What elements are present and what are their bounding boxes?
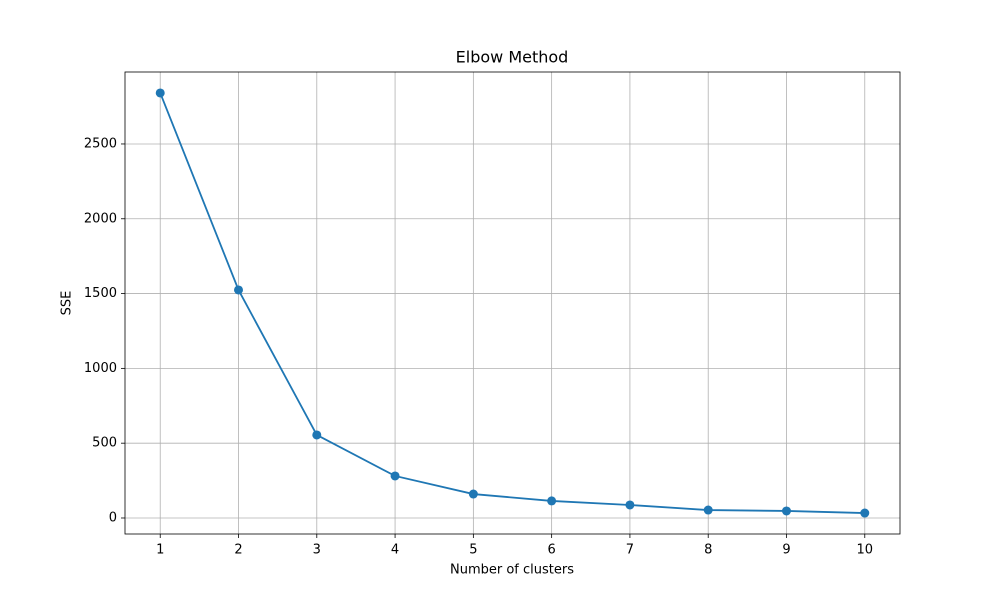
y-tick-label: 0 bbox=[109, 510, 117, 525]
y-tick-label: 500 bbox=[92, 436, 117, 451]
marker bbox=[155, 88, 165, 98]
y-tick-label: 2500 bbox=[84, 136, 117, 151]
y-axis-label: SSE bbox=[60, 291, 75, 316]
chart-title: Elbow Method bbox=[456, 48, 569, 67]
x-axis-label: Number of clusters bbox=[450, 563, 574, 578]
marker bbox=[234, 285, 244, 295]
marker bbox=[781, 506, 791, 516]
marker bbox=[468, 489, 478, 499]
x-tick-label: 2 bbox=[234, 543, 242, 558]
x-tick-label: 4 bbox=[391, 543, 399, 558]
x-tick-label: 10 bbox=[856, 543, 873, 558]
y-tick-label: 1500 bbox=[84, 286, 117, 301]
plot-frame bbox=[124, 71, 901, 535]
x-tick-label: 6 bbox=[548, 543, 556, 558]
x-tick-label: 9 bbox=[782, 543, 790, 558]
marker bbox=[625, 500, 635, 510]
y-tick-label: 1000 bbox=[84, 361, 117, 376]
x-tick-label: 3 bbox=[313, 543, 321, 558]
marker bbox=[860, 508, 870, 518]
x-tick-label: 7 bbox=[626, 543, 634, 558]
x-tick-label: 8 bbox=[704, 543, 712, 558]
x-tick-label: 1 bbox=[156, 543, 164, 558]
marker bbox=[547, 496, 557, 506]
marker bbox=[312, 430, 322, 440]
marker bbox=[390, 471, 400, 481]
line bbox=[159, 92, 865, 514]
x-tick-label: 5 bbox=[469, 543, 477, 558]
marker bbox=[703, 505, 713, 515]
y-tick-label: 2000 bbox=[84, 211, 117, 226]
